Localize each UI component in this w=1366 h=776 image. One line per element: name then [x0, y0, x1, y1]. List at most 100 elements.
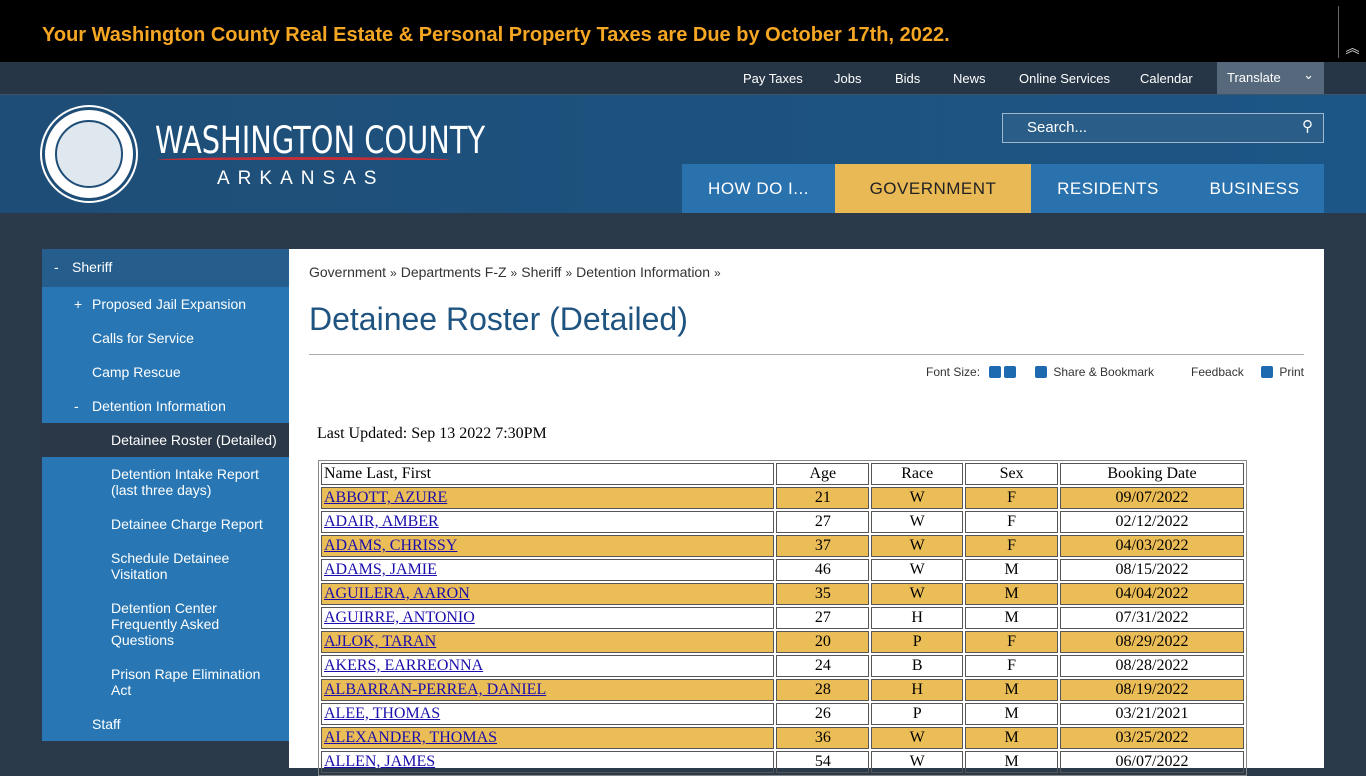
cell-text: P [912, 705, 922, 722]
top-link[interactable]: Calendar [1140, 71, 1193, 86]
cell: ALLEN, JAMES [321, 751, 775, 773]
cell: F [965, 535, 1058, 557]
cell-text: 36 [814, 729, 831, 746]
search-placeholder: Search... [1027, 119, 1088, 136]
nav-item[interactable]: RESIDENTS [1031, 164, 1185, 213]
logo-state[interactable]: ARKANSAS [217, 168, 385, 189]
cell: M [965, 607, 1058, 629]
cell-text: M [1004, 705, 1019, 722]
top-link[interactable]: Jobs [834, 71, 862, 86]
breadcrumb-link[interactable]: Detention Information [576, 264, 710, 280]
sidebar-item[interactable]: Schedule Detainee Visitation [42, 541, 289, 591]
search-box[interactable]: Search... ⚲ [1002, 113, 1324, 143]
header: WASHINGTON COUNTY ARKANSAS Search... ⚲ HO… [0, 95, 1366, 213]
decrease-font[interactable] [1004, 366, 1017, 378]
search-icon[interactable]: ⚲ [1302, 118, 1313, 135]
print-tool[interactable]: Print [1261, 365, 1304, 379]
cell: 02/12/2022 [1059, 511, 1244, 533]
top-link[interactable]: Pay Taxes [743, 71, 803, 86]
cell: 27 [776, 607, 870, 629]
detainee-link[interactable]: ALBARRAN-PERREA, DANIEL [324, 681, 547, 698]
roster-row: ALEE, THOMAS 26 P M 03/21/2021 [321, 703, 1244, 725]
detainee-link[interactable]: AKERS, EARREONNA [324, 657, 484, 674]
breadcrumb-link[interactable]: Sheriff [521, 264, 562, 280]
detainee-link[interactable]: ADAMS, CHRISSY [324, 537, 458, 554]
translate-button[interactable]: Translate ⌄ [1217, 62, 1324, 94]
cell-text: P [912, 633, 922, 650]
sidebar-item[interactable]: Staff [42, 707, 289, 741]
top-link[interactable]: Bids [895, 71, 921, 86]
sidebar-item[interactable]: Calls for Service [42, 321, 289, 355]
sidebar-item[interactable]: Camp Rescue [42, 355, 289, 389]
detainee-link[interactable]: ABBOTT, AZURE [324, 489, 448, 506]
cell-text: M [1004, 681, 1019, 698]
cell: AGUIRRE, ANTONIO [321, 607, 775, 629]
nav-item[interactable]: HOW DO I... [682, 164, 835, 213]
cell: 28 [776, 679, 870, 701]
utility-bar: Translate ⌄ Pay Taxes Jobs Bids News Online S… [0, 62, 1366, 95]
cell: 37 [776, 535, 870, 557]
cell-text: 21 [814, 489, 831, 506]
cell: 08/28/2022 [1059, 655, 1244, 677]
cell-text: F [1007, 657, 1017, 674]
roster-row: ABBOTT, AZURE 21 W F 09/07/2022 [321, 487, 1244, 509]
cell: 08/29/2022 [1059, 631, 1244, 653]
page-title: Detainee Roster (Detailed) [309, 301, 688, 337]
cell-text: H [911, 609, 923, 626]
sidebar-item[interactable]: Detainee Charge Report [42, 507, 289, 541]
cell: 54 [776, 751, 870, 773]
detainee-link[interactable]: ALLEN, JAMES [324, 753, 436, 770]
nav-item[interactable]: GOVERNMENT [835, 164, 1031, 213]
sidebar: - Sheriff + Proposed Jail Expansion Calls fo… [42, 249, 289, 741]
cell-text: W [909, 513, 925, 530]
header-cell: Age [776, 463, 870, 485]
cell: M [965, 679, 1058, 701]
feedback-tool[interactable]: Feedback [1191, 365, 1244, 379]
content: Government» Departments F-Z» Sheriff» Deten… [289, 249, 1324, 776]
nav-item[interactable]: BUSINESS [1185, 164, 1324, 213]
top-link[interactable]: Online Services [1019, 71, 1111, 86]
detainee-link[interactable]: AGUILERA, AARON [324, 585, 470, 602]
cell: F [965, 487, 1058, 509]
sidebar-label: Detainee Charge Report [111, 516, 263, 532]
cell-text: 04/03/2022 [1115, 537, 1189, 554]
sidebar-item[interactable]: - Sheriff [42, 249, 289, 287]
cell-text: 08/19/2022 [1115, 681, 1189, 698]
cell-text: 27 [814, 513, 831, 530]
collapse-toggle[interactable]: ︽ [1338, 6, 1366, 58]
top-link[interactable]: News [953, 71, 986, 86]
roster-row: ADAMS, JAMIE 46 W M 08/15/2022 [321, 559, 1244, 581]
cell: 26 [776, 703, 870, 725]
breadcrumb-link[interactable]: Departments F-Z [400, 264, 507, 280]
county-seal[interactable] [42, 107, 136, 201]
sidebar-label: Detention Intake Report (last three days… [111, 466, 259, 498]
sidebar-item[interactable]: Detention Intake Report (last three days… [42, 457, 289, 507]
detainee-link[interactable]: ADAMS, JAMIE [324, 561, 437, 578]
detainee-link[interactable]: ALEXANDER, THOMAS [324, 729, 498, 746]
header-cell: Booking Date [1059, 463, 1244, 485]
cell: M [965, 751, 1058, 773]
alert-text[interactable]: Your Washington County Real Estate & Per… [42, 24, 950, 46]
cell-text: M [1004, 753, 1019, 770]
detainee-link[interactable]: ADAIR, AMBER [324, 513, 439, 530]
roster-row: AJLOK, TARAN 20 P F 08/29/2022 [321, 631, 1244, 653]
share-tool[interactable]: Share & Bookmark [1035, 365, 1154, 379]
cell: M [965, 583, 1058, 605]
cell: 04/04/2022 [1059, 583, 1244, 605]
sidebar-item[interactable]: + Proposed Jail Expansion [42, 287, 289, 321]
detainee-link[interactable]: ALEE, THOMAS [324, 705, 441, 722]
breadcrumb-separator: » [510, 266, 518, 280]
cell-text: 08/28/2022 [1115, 657, 1189, 674]
sidebar-item[interactable]: Detainee Roster (Detailed) [42, 423, 289, 457]
sidebar-item[interactable]: - Detention Information [42, 389, 289, 423]
detainee-link[interactable]: AJLOK, TARAN [324, 633, 437, 650]
breadcrumb-link[interactable]: Government [309, 264, 387, 280]
increase-font[interactable] [989, 366, 1002, 378]
sidebar-item[interactable]: Prison Rape Elimination Act [42, 657, 289, 707]
cell-text: M [1004, 585, 1019, 602]
cell-text: B [911, 657, 923, 674]
detainee-link[interactable]: AGUIRRE, ANTONIO [324, 609, 475, 626]
logo-name[interactable]: WASHINGTON COUNTY [155, 119, 486, 162]
sidebar-item[interactable]: Detention Center Frequently Asked Questi… [42, 591, 289, 657]
